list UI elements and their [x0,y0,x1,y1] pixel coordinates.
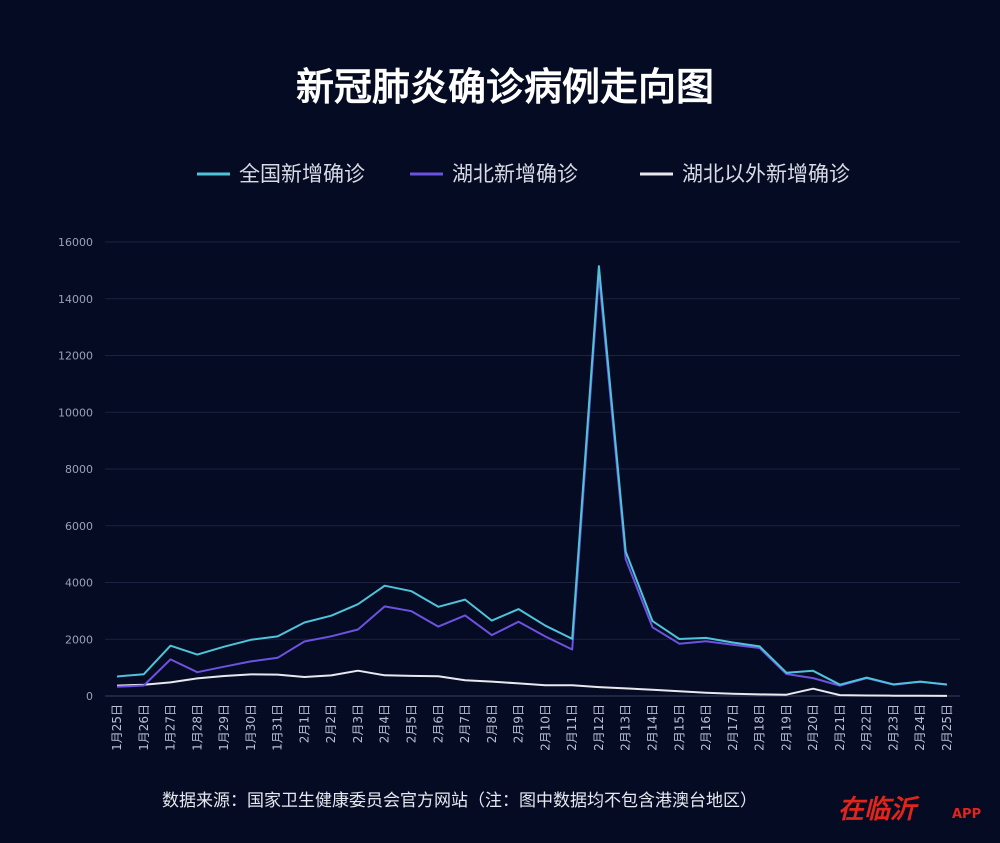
grid [105,241,960,697]
series-lines [116,265,948,697]
x-tick-label: 1月31日 [271,704,285,751]
y-tick-label: 6000 [65,520,93,533]
x-tick-label: 2月1日 [297,704,311,743]
y-tick-label: 4000 [65,577,93,590]
x-tick-label: 2月21日 [833,704,847,751]
x-tick-label: 2月7日 [458,704,472,743]
x-tick-label: 2月20日 [806,704,820,751]
series-line-0 [116,265,948,686]
x-tick-label: 2月16日 [699,704,713,751]
app-logo: 在临沂 APP [838,795,981,825]
y-tick-label: 12000 [58,350,93,363]
y-axis: 0 2000 4000 6000 8000 10000 12000 14000 16000 [58,236,93,703]
x-tick-label: 2月9日 [512,704,526,743]
x-tick-label: 2月23日 [886,704,900,751]
x-tick-label: 2月10日 [538,704,552,751]
x-tick-label: 2月15日 [672,704,686,751]
x-tick-label: 1月26日 [137,704,151,751]
series-line-1 [116,273,948,688]
x-tick-label: 2月18日 [753,704,767,751]
x-tick-label: 2月6日 [431,704,445,743]
legend-label-2: 湖北以外新增确诊 [682,162,850,186]
y-tick-label: 8000 [65,463,93,476]
legend: 全国新增确诊 湖北新增确诊 湖北以外新增确诊 [197,162,850,186]
series-line-2 [116,669,948,697]
x-tick-label: 1月25日 [110,704,124,751]
y-tick-label: 10000 [58,406,93,419]
x-tick-label: 1月29日 [217,704,231,751]
x-tick-label: 2月8日 [485,704,499,743]
x-tick-label: 2月13日 [619,704,633,751]
x-tick-label: 1月28日 [190,704,204,751]
x-tick-label: 2月17日 [726,704,740,751]
x-tick-label: 2月22日 [860,704,874,751]
logo-app-label: APP [952,807,981,822]
x-tick-label: 2月3日 [351,704,365,743]
x-tick-label: 1月30日 [244,704,258,751]
legend-label-1: 湖北新增确诊 [452,162,578,186]
x-tick-label: 2月2日 [324,704,338,743]
x-tick-label: 2月4日 [378,704,392,743]
x-tick-label: 1月27日 [164,704,178,751]
x-tick-label: 2月25日 [940,704,954,751]
y-tick-label: 2000 [65,633,93,646]
chart-title: 新冠肺炎确诊病例走向图 [296,64,714,109]
x-tick-label: 2月19日 [779,704,793,751]
x-axis: 1月25日 1月26日 1月27日 1月28日 1月29日 1月30日 1月31日 2月1日 2… [110,704,954,751]
x-tick-label: 2月5日 [405,704,419,743]
y-tick-label: 0 [86,690,93,703]
logo-text: 在临沂 [838,795,920,825]
x-tick-label: 2月24日 [913,704,927,751]
legend-label-0: 全国新增确诊 [239,162,365,186]
y-tick-label: 14000 [58,293,93,306]
x-tick-label: 2月12日 [592,704,606,751]
x-tick-label: 2月11日 [565,704,579,751]
x-tick-label: 2月14日 [645,704,659,751]
source-note: 数据来源：国家卫生健康委员会官方网站（注：图中数据均不包含港澳台地区） [162,791,757,811]
y-tick-label: 16000 [58,236,93,249]
